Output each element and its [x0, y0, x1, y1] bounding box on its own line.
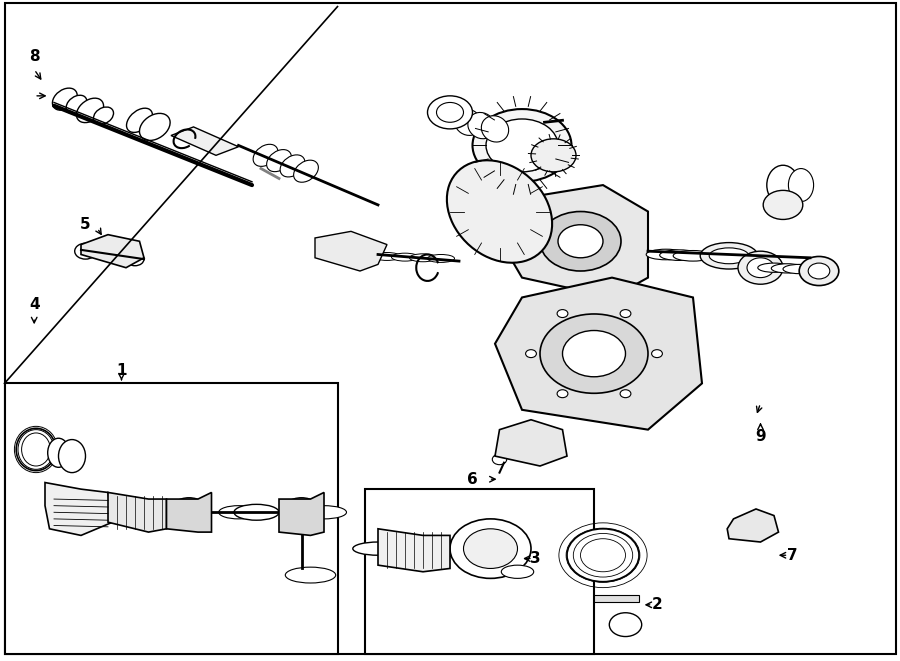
Ellipse shape: [771, 264, 804, 273]
Ellipse shape: [447, 161, 552, 262]
Circle shape: [763, 190, 803, 219]
Ellipse shape: [285, 567, 336, 583]
Ellipse shape: [280, 155, 305, 177]
Ellipse shape: [392, 253, 418, 261]
Circle shape: [741, 516, 768, 535]
Ellipse shape: [501, 565, 534, 578]
Ellipse shape: [94, 107, 113, 124]
Text: 4: 4: [29, 297, 40, 311]
Text: 7: 7: [787, 548, 797, 563]
Polygon shape: [727, 509, 778, 542]
Ellipse shape: [709, 248, 749, 264]
Text: 5: 5: [80, 217, 91, 232]
Ellipse shape: [266, 149, 292, 172]
Ellipse shape: [353, 542, 403, 555]
Ellipse shape: [16, 428, 56, 471]
Circle shape: [75, 243, 96, 259]
Circle shape: [486, 119, 558, 172]
Polygon shape: [279, 492, 324, 535]
Polygon shape: [81, 235, 144, 268]
Ellipse shape: [783, 264, 815, 274]
Circle shape: [291, 504, 312, 520]
Circle shape: [511, 428, 551, 457]
Circle shape: [472, 109, 572, 182]
Circle shape: [333, 238, 369, 264]
Bar: [364, 489, 594, 654]
Circle shape: [282, 498, 321, 527]
Polygon shape: [171, 127, 238, 155]
Circle shape: [609, 613, 642, 637]
Circle shape: [178, 504, 200, 520]
Circle shape: [620, 309, 631, 317]
Circle shape: [428, 96, 473, 129]
Circle shape: [450, 519, 531, 578]
Ellipse shape: [253, 144, 278, 167]
Ellipse shape: [76, 98, 104, 122]
Polygon shape: [567, 595, 639, 602]
Ellipse shape: [219, 506, 258, 519]
Ellipse shape: [767, 165, 799, 205]
Ellipse shape: [293, 160, 319, 182]
Circle shape: [436, 102, 464, 122]
Text: 1: 1: [116, 363, 127, 377]
Circle shape: [557, 390, 568, 398]
Polygon shape: [378, 585, 446, 592]
Ellipse shape: [482, 116, 508, 142]
Ellipse shape: [454, 109, 482, 136]
Ellipse shape: [646, 249, 686, 260]
Circle shape: [652, 350, 662, 358]
Circle shape: [562, 330, 626, 377]
Ellipse shape: [374, 253, 400, 260]
Ellipse shape: [234, 504, 279, 520]
Circle shape: [558, 225, 603, 258]
Circle shape: [492, 454, 507, 465]
Text: 3: 3: [530, 551, 541, 566]
Text: 2: 2: [652, 598, 662, 612]
Polygon shape: [378, 529, 450, 572]
Ellipse shape: [468, 112, 495, 139]
Ellipse shape: [48, 438, 69, 467]
Circle shape: [747, 258, 774, 278]
Ellipse shape: [788, 169, 814, 202]
Circle shape: [799, 256, 839, 286]
Polygon shape: [378, 575, 446, 582]
Polygon shape: [45, 483, 112, 535]
Polygon shape: [166, 492, 212, 532]
Circle shape: [567, 529, 639, 582]
Text: 8: 8: [29, 49, 40, 63]
Polygon shape: [495, 420, 567, 466]
Circle shape: [540, 212, 621, 271]
Circle shape: [526, 350, 536, 358]
Text: 9: 9: [755, 429, 766, 444]
Ellipse shape: [428, 254, 454, 262]
Circle shape: [557, 309, 568, 317]
Bar: [4, 383, 338, 654]
Circle shape: [808, 263, 830, 279]
Ellipse shape: [700, 243, 758, 269]
Text: 6: 6: [467, 472, 478, 486]
Ellipse shape: [58, 440, 86, 473]
Ellipse shape: [660, 250, 699, 260]
Ellipse shape: [758, 263, 790, 272]
Ellipse shape: [127, 108, 152, 132]
Circle shape: [169, 498, 209, 527]
Polygon shape: [495, 185, 648, 297]
Circle shape: [531, 139, 576, 172]
Polygon shape: [315, 231, 387, 271]
Circle shape: [464, 529, 518, 568]
Polygon shape: [495, 278, 702, 430]
Ellipse shape: [302, 506, 346, 519]
Ellipse shape: [140, 114, 170, 140]
Circle shape: [126, 253, 144, 266]
Polygon shape: [108, 492, 166, 532]
Circle shape: [620, 390, 631, 398]
Ellipse shape: [67, 95, 86, 114]
Ellipse shape: [410, 254, 436, 262]
Circle shape: [540, 314, 648, 393]
Ellipse shape: [673, 251, 713, 261]
Ellipse shape: [52, 88, 77, 110]
Circle shape: [738, 251, 783, 284]
Ellipse shape: [432, 541, 482, 557]
